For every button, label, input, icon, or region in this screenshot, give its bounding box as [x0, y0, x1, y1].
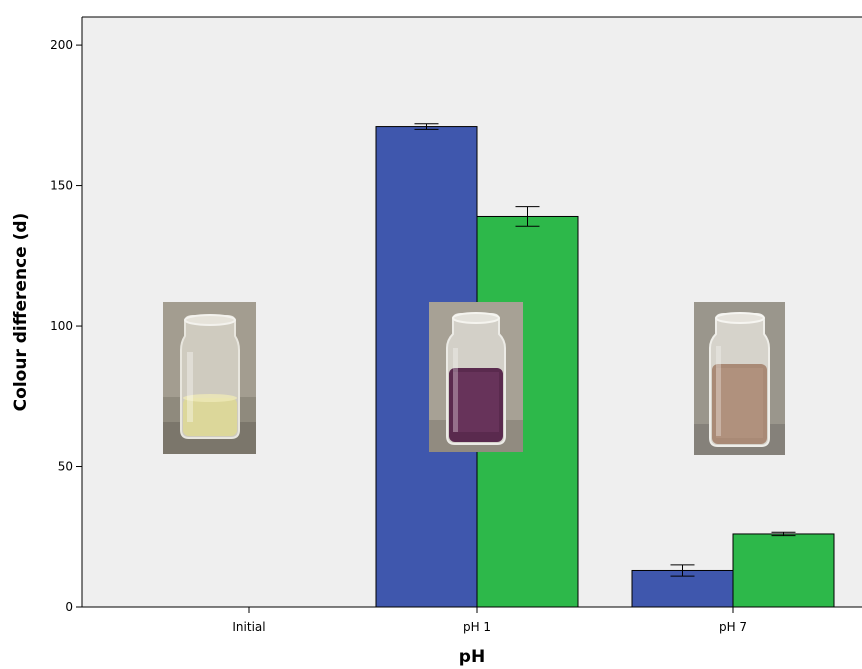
y-tick-label: 100 — [50, 319, 73, 333]
bar-series2-ph7 — [732, 533, 835, 608]
y-tick-label: 50 — [58, 460, 73, 474]
y-tick-label: 150 — [50, 179, 73, 193]
error-bar — [670, 564, 695, 577]
y-axis-title: Colour difference (d) — [11, 213, 31, 412]
y-ticks-layer: 0 50 100 150 200 — [50, 38, 82, 614]
y-tick-label: 200 — [50, 38, 73, 52]
error-bar — [414, 123, 439, 130]
error-bar — [771, 531, 796, 537]
error-bars-layer — [414, 123, 796, 577]
x-tick-label: pH 7 — [719, 620, 747, 634]
x-axis-title: pH — [459, 647, 485, 667]
x-ticks-layer: Initial pH 1 pH 7 — [232, 607, 747, 634]
x-tick-label: Initial — [232, 620, 265, 634]
y-tick-label: 0 — [65, 600, 73, 614]
x-tick-label: pH 1 — [463, 620, 491, 634]
vial-photo-initial — [163, 302, 256, 454]
error-bar — [515, 206, 540, 227]
vial-photo-ph7 — [694, 302, 785, 455]
vial-photo-ph1 — [429, 302, 523, 452]
